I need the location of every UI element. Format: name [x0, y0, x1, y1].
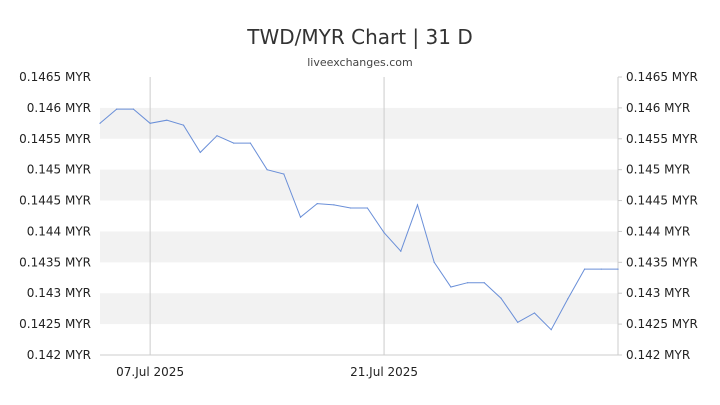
data-point — [283, 173, 285, 175]
y-tick-label-right: 0.1445 MYR — [626, 194, 698, 208]
data-point — [99, 122, 101, 124]
data-point — [299, 216, 302, 218]
y-tick-label-left: 0.1445 MYR — [19, 194, 91, 208]
data-point — [617, 268, 619, 270]
y-tick-label-right: 0.1455 MYR — [626, 132, 698, 146]
y-tick-label-right: 0.1465 MYR — [626, 70, 698, 84]
chart-title: TWD/MYR Chart | 31 D — [247, 25, 473, 49]
data-point — [550, 329, 552, 331]
data-point — [116, 108, 118, 110]
data-point — [416, 204, 419, 206]
y-tick-label-left: 0.1435 MYR — [19, 255, 91, 269]
data-point — [182, 124, 185, 126]
data-point — [216, 135, 218, 137]
y-tick-label-left: 0.146 MYR — [27, 101, 91, 115]
x-tick-label: 07.Jul 2025 — [116, 365, 184, 379]
data-point — [333, 204, 335, 206]
y-tick-label-right: 0.1435 MYR — [626, 255, 698, 269]
data-point — [567, 298, 569, 300]
y-tick-label-right: 0.143 MYR — [626, 286, 690, 300]
series-line — [99, 108, 618, 331]
y-tick-label-left: 0.144 MYR — [27, 224, 91, 238]
data-point — [400, 250, 402, 252]
data-point — [600, 268, 602, 270]
data-point — [583, 268, 586, 270]
x-tick-label: 21.Jul 2025 — [350, 365, 418, 379]
chart-subtitle: liveexchanges.com — [307, 56, 413, 69]
data-point — [166, 119, 168, 121]
grid-band — [100, 293, 618, 325]
grid-band — [100, 169, 618, 201]
data-point — [533, 312, 536, 314]
y-tick-label-left: 0.143 MYR — [27, 286, 91, 300]
data-point — [383, 232, 385, 234]
y-tick-label-right: 0.144 MYR — [626, 224, 690, 238]
data-point — [517, 321, 519, 323]
data-point — [132, 108, 135, 110]
data-point — [483, 282, 485, 284]
data-point — [450, 286, 452, 288]
y-tick-label-left: 0.142 MYR — [27, 348, 91, 362]
data-point — [350, 207, 352, 209]
y-tick-label-right: 0.145 MYR — [626, 163, 690, 177]
y-tick-label-right: 0.1425 MYR — [626, 317, 698, 331]
data-point — [316, 203, 318, 205]
data-point — [199, 151, 201, 153]
y-tick-label-left: 0.1425 MYR — [19, 317, 91, 331]
data-point — [233, 142, 235, 144]
data-point — [467, 282, 469, 284]
data-point — [500, 297, 502, 299]
data-point — [366, 207, 368, 209]
y-tick-label-left: 0.1465 MYR — [19, 70, 91, 84]
data-point — [249, 142, 251, 144]
y-tick-label-right: 0.146 MYR — [626, 101, 690, 115]
y-tick-label-left: 0.1455 MYR — [19, 132, 91, 146]
y-tick-label-right: 0.142 MYR — [626, 348, 690, 362]
grid-band — [100, 231, 618, 263]
data-point — [149, 122, 151, 124]
grid-band — [100, 107, 618, 139]
data-point — [266, 169, 268, 171]
y-tick-label-left: 0.145 MYR — [27, 163, 91, 177]
data-point — [433, 261, 435, 263]
